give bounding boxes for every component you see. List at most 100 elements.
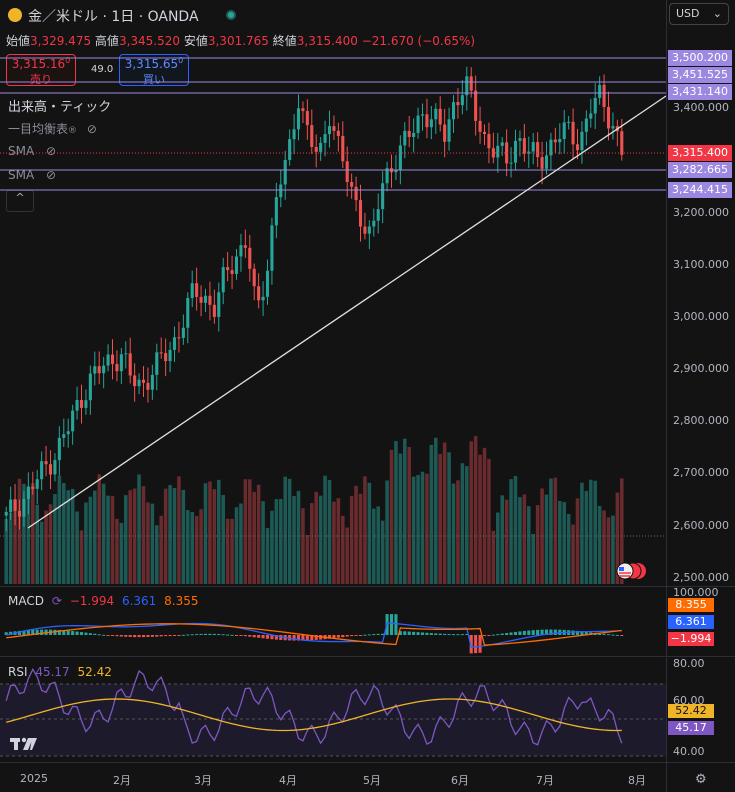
- candle-body: [381, 183, 385, 210]
- candle-body: [141, 379, 146, 383]
- ichimoku-indicator-label[interactable]: 一目均衡表® ⊘: [8, 120, 97, 137]
- candle-body: [35, 479, 39, 489]
- macd-histogram-bar: [500, 633, 504, 635]
- macd-histogram-bar: [611, 634, 615, 636]
- volume-bar: [447, 452, 451, 584]
- macd-histogram-bar: [97, 634, 101, 636]
- price-axis-label: 3,400.000: [673, 101, 729, 114]
- sma1-indicator-label[interactable]: SMA ⊘: [8, 144, 56, 158]
- volume-bar: [380, 520, 385, 584]
- macd-histogram-bar: [540, 629, 544, 635]
- candle-body: [133, 375, 137, 387]
- level-price-tag: 3,451.525: [668, 67, 732, 83]
- macd-histogram-bar: [190, 634, 194, 636]
- buy-button[interactable]: 3,315.650 買い: [119, 54, 189, 86]
- candle-body: [199, 296, 203, 303]
- volume-bar: [62, 482, 66, 584]
- gear-icon[interactable]: ⚙: [695, 772, 707, 787]
- pane-separator[interactable]: [0, 586, 735, 587]
- time-axis-label: 5月: [363, 774, 381, 787]
- candle-body: [398, 145, 402, 171]
- macd-histogram-bar: [327, 635, 332, 639]
- level-price-tag: 3,431.140: [668, 84, 732, 100]
- tradingview-logo[interactable]: [10, 736, 40, 756]
- candle-body: [208, 295, 212, 305]
- eye-hidden-icon[interactable]: ⊘: [46, 144, 57, 158]
- volume-bar: [620, 478, 624, 584]
- candle-body: [549, 139, 553, 156]
- candle-body: [385, 168, 389, 184]
- volume-bar: [292, 496, 296, 584]
- volume-bar: [279, 498, 283, 584]
- macd-histogram-bar: [159, 635, 163, 637]
- macd-histogram-bar: [150, 635, 154, 637]
- sma2-indicator-label[interactable]: SMA ⊘: [8, 168, 56, 182]
- rsi-legend[interactable]: RSI 45.17 52.42: [8, 665, 112, 679]
- volume-bar: [283, 476, 287, 584]
- level-price-tag: 3,244.415: [668, 182, 732, 198]
- candle-body: [283, 159, 287, 185]
- candle-body: [460, 95, 464, 106]
- volume-bar: [593, 480, 597, 584]
- volume-bar: [159, 515, 163, 584]
- candle-body: [496, 145, 500, 158]
- eye-hidden-icon[interactable]: ⊘: [86, 122, 97, 136]
- candle-body: [358, 200, 363, 227]
- volume-indicator-label[interactable]: 出来高・ティック: [8, 100, 112, 115]
- candle-body: [491, 148, 495, 158]
- candle-body: [482, 131, 487, 135]
- volume-bar: [562, 502, 566, 584]
- volume-bar: [491, 530, 496, 584]
- volume-bar: [376, 506, 380, 584]
- macd-histogram-bar: [102, 634, 106, 636]
- chevron-down-icon: ⌄: [712, 7, 722, 20]
- macd-histogram-bar: [403, 631, 407, 635]
- refresh-icon[interactable]: ⟳: [51, 594, 62, 608]
- volume-bar: [385, 480, 389, 584]
- volume-bar: [141, 486, 146, 584]
- currency-select[interactable]: USD ⌄: [669, 3, 729, 25]
- macd-histogram-bar: [296, 635, 301, 641]
- volume-bar: [597, 506, 602, 584]
- candle-body: [106, 354, 110, 366]
- eye-hidden-icon[interactable]: ⊘: [46, 168, 57, 182]
- macd-histogram-bar: [350, 635, 354, 637]
- candle-body: [478, 120, 482, 132]
- macd-histogram-bar: [420, 632, 425, 635]
- sell-button[interactable]: 3,315.160 売り: [6, 54, 76, 86]
- rsi-ma-value: 52.42: [77, 665, 112, 679]
- macd-histogram-bar: [513, 631, 518, 635]
- volume-bar: [518, 497, 522, 584]
- macd-tag: 6.361: [668, 615, 714, 629]
- volume-bar: [349, 496, 354, 584]
- candle-body: [571, 121, 575, 145]
- us-flag-icon[interactable]: [614, 562, 646, 580]
- candle-body: [403, 130, 407, 146]
- macd-histogram-bar: [212, 633, 216, 635]
- macd-histogram-bar: [115, 635, 119, 637]
- symbol-title[interactable]: 金／米ドル · 1日 · OANDA: [28, 9, 199, 25]
- candle-body: [531, 142, 535, 152]
- pane-separator[interactable]: [0, 656, 735, 657]
- candle-body: [203, 295, 208, 303]
- candle-body: [265, 270, 270, 297]
- macd-histogram-bar: [509, 632, 513, 635]
- volume-bar: [305, 534, 310, 584]
- macd-histogram-bar: [57, 629, 61, 635]
- spread-value: 49.0: [91, 64, 114, 75]
- sma2-text: SMA: [8, 168, 35, 182]
- macd-histogram-bar: [84, 632, 88, 635]
- volume-bar: [522, 494, 527, 584]
- volume-bar: [57, 475, 62, 584]
- volume-bar: [558, 500, 562, 584]
- volume-bar: [35, 504, 39, 584]
- candle-body: [327, 126, 332, 135]
- volume-bar: [177, 476, 181, 584]
- macd-histogram-bar: [137, 635, 141, 638]
- candle-body: [288, 139, 292, 160]
- macd-histogram-bar: [553, 629, 557, 635]
- macd-legend[interactable]: MACD ⟳ −1.994 6.361 8.355: [8, 594, 199, 608]
- registered-mark: ®: [68, 126, 78, 136]
- volume-bar: [137, 474, 141, 584]
